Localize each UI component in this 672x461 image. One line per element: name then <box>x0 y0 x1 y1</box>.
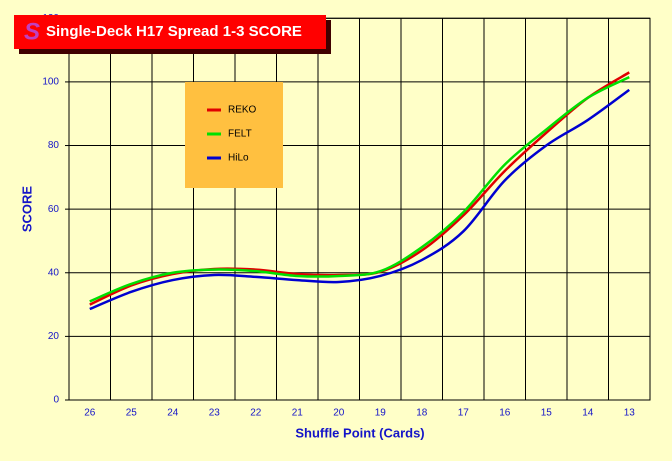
y-tick-label: 0 <box>53 395 59 406</box>
x-tick-label: 25 <box>126 408 138 419</box>
legend-box <box>185 82 283 188</box>
y-tick-label: 20 <box>48 331 60 342</box>
x-tick-label: 22 <box>250 408 262 419</box>
title-box <box>14 15 326 49</box>
x-tick-label: 24 <box>167 408 179 419</box>
x-tick-label: 13 <box>624 408 636 419</box>
legend: REKO FELT HiLo <box>207 105 257 164</box>
chart-title: Single-Deck H17 Spread 1-3 SCORE <box>46 23 302 40</box>
x-tick-label: 18 <box>416 408 428 419</box>
legend-label: HiLo <box>228 153 249 164</box>
legend-label: FELT <box>228 129 252 140</box>
x-tick-label: 23 <box>209 408 221 419</box>
x-tick-label: 26 <box>84 408 96 419</box>
y-tick-label: 100 <box>42 77 59 88</box>
line-series <box>89 88 630 311</box>
x-tick-label: 14 <box>582 408 594 419</box>
x-axis-title: Shuffle Point (Cards) <box>295 425 424 440</box>
legend-label: REKO <box>228 105 257 116</box>
plot-area: 0204060801001202625242322212019181716151… <box>42 13 651 419</box>
x-tick-label: 19 <box>375 408 387 419</box>
line-series <box>89 76 630 303</box>
x-tick-label: 17 <box>458 408 470 419</box>
y-tick-label: 80 <box>48 140 60 151</box>
plot-border <box>68 17 651 401</box>
y-axis-title: SCORE <box>19 186 34 233</box>
y-tick-label: 60 <box>48 204 60 215</box>
x-tick-label: 20 <box>333 408 345 419</box>
y-tick-label: 40 <box>48 267 60 278</box>
x-tick-label: 16 <box>499 408 511 419</box>
logo: S <box>24 18 40 45</box>
x-tick-label: 15 <box>541 408 553 419</box>
x-tick-label: 21 <box>292 408 304 419</box>
